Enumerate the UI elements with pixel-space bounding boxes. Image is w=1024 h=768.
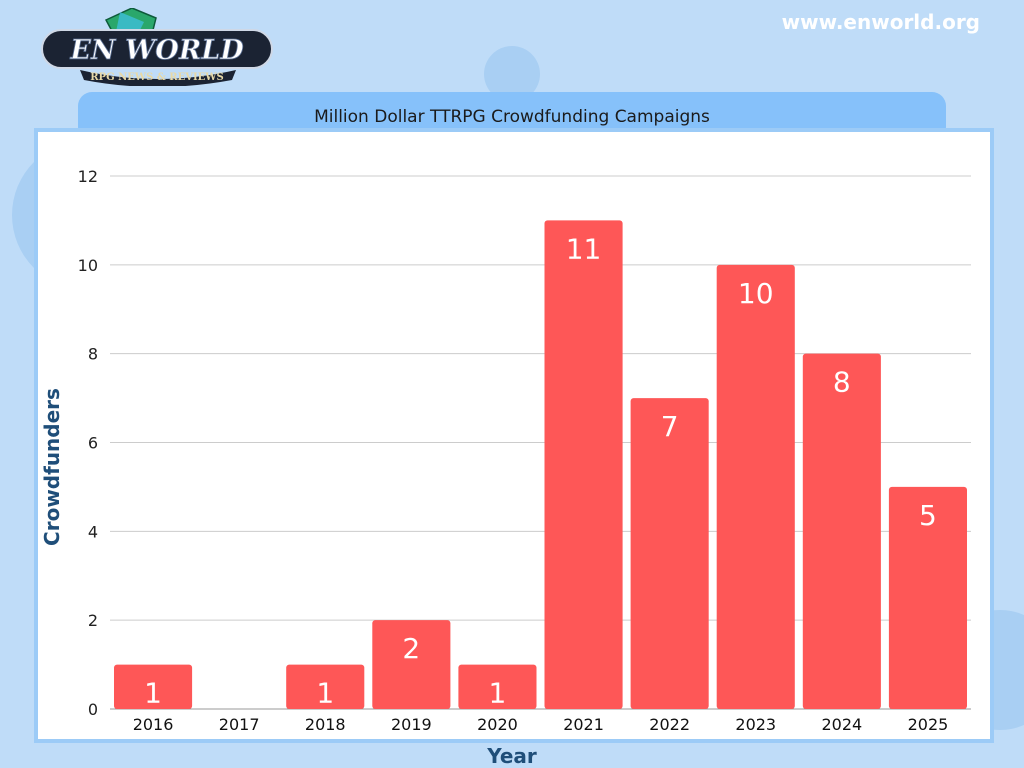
bars [114, 220, 967, 709]
x-tick-label-2025: 2025 [908, 715, 949, 734]
y-tick-label: 2 [88, 611, 98, 630]
y-tick-label: 12 [78, 167, 98, 186]
y-axis-title: Crowdfunders [40, 388, 64, 546]
bar-2022 [630, 398, 709, 709]
x-tick-label-2019: 2019 [391, 715, 432, 734]
x-tick-label-2023: 2023 [735, 715, 776, 734]
bar-label-2019: 2 [402, 632, 420, 665]
logo-tagline: RPG NEWS & REVIEWS [90, 72, 224, 83]
bar-label-2020: 1 [489, 677, 507, 710]
bar-2025 [888, 486, 967, 709]
y-tick-label: 0 [88, 700, 98, 719]
site-url[interactable]: www.enworld.org [781, 10, 980, 34]
bar-label-2021: 11 [566, 232, 602, 265]
bar-2020 [458, 664, 537, 709]
bar-2019 [372, 620, 451, 709]
y-tick-label: 4 [88, 522, 98, 541]
bar-2018 [286, 664, 365, 709]
x-tick-label-2021: 2021 [563, 715, 604, 734]
bar-label-2022: 7 [661, 410, 679, 443]
bar-2021 [544, 220, 623, 709]
enworld-logo[interactable]: EN WORLD RPG NEWS & REVIEWS [40, 8, 276, 86]
y-tick-label: 6 [88, 434, 98, 453]
bar-label-2016: 1 [144, 677, 162, 710]
bar-label-2018: 1 [316, 677, 334, 710]
x-tick-label-2016: 2016 [133, 715, 174, 734]
logo-wordmark: EN WORLD [69, 35, 244, 66]
bar-label-2023: 10 [738, 277, 774, 310]
bar-2016 [114, 664, 193, 709]
y-tick-label: 8 [88, 345, 98, 364]
y-tick-label: 10 [78, 256, 98, 275]
chart-title: Million Dollar TTRPG Crowdfunding Campai… [314, 106, 710, 127]
x-tick-label-2017: 2017 [219, 715, 260, 734]
bar-2024 [802, 353, 881, 709]
x-tick-label-2020: 2020 [477, 715, 518, 734]
bar-label-2024: 8 [833, 366, 851, 399]
x-axis-title: Year [487, 744, 537, 768]
x-tick-label-2022: 2022 [649, 715, 690, 734]
bar-label-2025: 5 [919, 499, 937, 532]
bar-2023 [716, 264, 795, 709]
x-tick-label-2018: 2018 [305, 715, 346, 734]
x-tick-label-2024: 2024 [821, 715, 862, 734]
